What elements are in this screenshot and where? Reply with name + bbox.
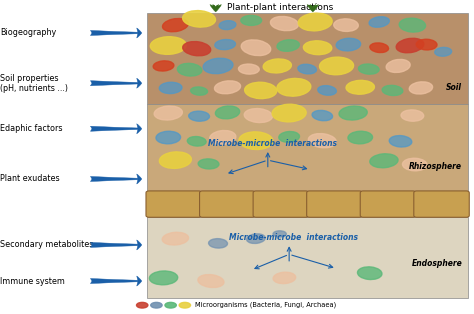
Bar (147, 217, 468, 298)
Ellipse shape (370, 43, 389, 52)
Ellipse shape (396, 38, 424, 53)
Ellipse shape (272, 104, 306, 122)
Ellipse shape (149, 271, 178, 285)
Ellipse shape (318, 86, 337, 95)
Text: Edaphic factors: Edaphic factors (0, 124, 63, 133)
Ellipse shape (198, 274, 224, 288)
Ellipse shape (357, 267, 382, 279)
Ellipse shape (241, 15, 262, 25)
Bar (147, 104, 468, 192)
Ellipse shape (389, 136, 412, 147)
Ellipse shape (182, 41, 211, 56)
Ellipse shape (399, 18, 426, 32)
Text: Microbe-microbe  interactions: Microbe-microbe interactions (229, 233, 358, 242)
Ellipse shape (219, 21, 236, 30)
Text: Microorganisms (Bacteria, Fungi, Archaea): Microorganisms (Bacteria, Fungi, Archaea… (195, 301, 337, 308)
Ellipse shape (245, 82, 277, 99)
Text: Rhizosphere: Rhizosphere (409, 162, 462, 171)
Ellipse shape (153, 61, 174, 71)
Ellipse shape (162, 232, 189, 245)
Ellipse shape (382, 85, 403, 95)
Ellipse shape (263, 59, 292, 73)
Ellipse shape (348, 131, 373, 144)
Ellipse shape (215, 40, 236, 50)
Ellipse shape (386, 59, 410, 73)
Ellipse shape (319, 57, 354, 75)
Ellipse shape (137, 302, 148, 308)
Ellipse shape (198, 159, 219, 169)
Ellipse shape (189, 111, 210, 121)
FancyBboxPatch shape (200, 191, 255, 217)
Ellipse shape (163, 19, 188, 32)
Ellipse shape (246, 234, 265, 243)
FancyBboxPatch shape (253, 191, 309, 217)
Text: Endosphere: Endosphere (411, 259, 462, 268)
Text: Plant exudates: Plant exudates (0, 175, 60, 183)
Ellipse shape (273, 272, 296, 284)
Ellipse shape (179, 302, 191, 308)
Text: Microbe-microbe  interactions: Microbe-microbe interactions (208, 138, 337, 148)
Ellipse shape (151, 302, 162, 308)
Ellipse shape (159, 82, 182, 94)
FancyBboxPatch shape (307, 191, 362, 217)
Ellipse shape (370, 154, 398, 168)
Ellipse shape (303, 41, 332, 55)
Ellipse shape (182, 11, 216, 27)
Ellipse shape (209, 239, 228, 248)
Ellipse shape (308, 133, 337, 148)
Ellipse shape (346, 80, 374, 94)
Ellipse shape (159, 152, 191, 168)
Ellipse shape (416, 39, 437, 50)
Ellipse shape (214, 81, 241, 94)
Ellipse shape (187, 137, 206, 146)
Ellipse shape (339, 106, 367, 120)
Text: Soil properties
(pH, nutrients ...): Soil properties (pH, nutrients ...) (0, 73, 68, 93)
Ellipse shape (177, 63, 202, 76)
FancyBboxPatch shape (360, 191, 416, 217)
Text: Secondary metabolites: Secondary metabolites (0, 241, 93, 249)
Ellipse shape (334, 19, 358, 31)
Ellipse shape (312, 111, 333, 121)
Ellipse shape (298, 13, 332, 31)
Ellipse shape (239, 132, 273, 149)
Ellipse shape (369, 17, 389, 27)
Ellipse shape (165, 302, 176, 308)
Ellipse shape (277, 78, 311, 96)
Text: Biogeography: Biogeography (0, 29, 56, 37)
Ellipse shape (191, 87, 208, 95)
Ellipse shape (156, 131, 181, 144)
Ellipse shape (273, 231, 286, 237)
Ellipse shape (298, 64, 317, 74)
Ellipse shape (270, 16, 299, 31)
Ellipse shape (409, 82, 433, 94)
Bar (147, 13, 468, 104)
Text: Soil: Soil (446, 84, 462, 92)
Ellipse shape (402, 158, 427, 171)
Ellipse shape (215, 106, 240, 119)
FancyBboxPatch shape (146, 191, 201, 217)
Ellipse shape (401, 110, 424, 121)
Ellipse shape (203, 58, 233, 74)
Ellipse shape (238, 64, 259, 74)
Ellipse shape (241, 40, 271, 56)
Ellipse shape (277, 40, 300, 51)
Ellipse shape (244, 109, 273, 122)
Text: Immune system: Immune system (0, 277, 65, 285)
Ellipse shape (210, 131, 236, 144)
Ellipse shape (435, 47, 452, 56)
Ellipse shape (154, 106, 182, 120)
Ellipse shape (358, 64, 379, 74)
Ellipse shape (150, 37, 186, 54)
Ellipse shape (279, 132, 300, 142)
FancyBboxPatch shape (414, 191, 469, 217)
Ellipse shape (336, 38, 361, 51)
Text: Plant-plant interactions: Plant-plant interactions (227, 3, 333, 12)
